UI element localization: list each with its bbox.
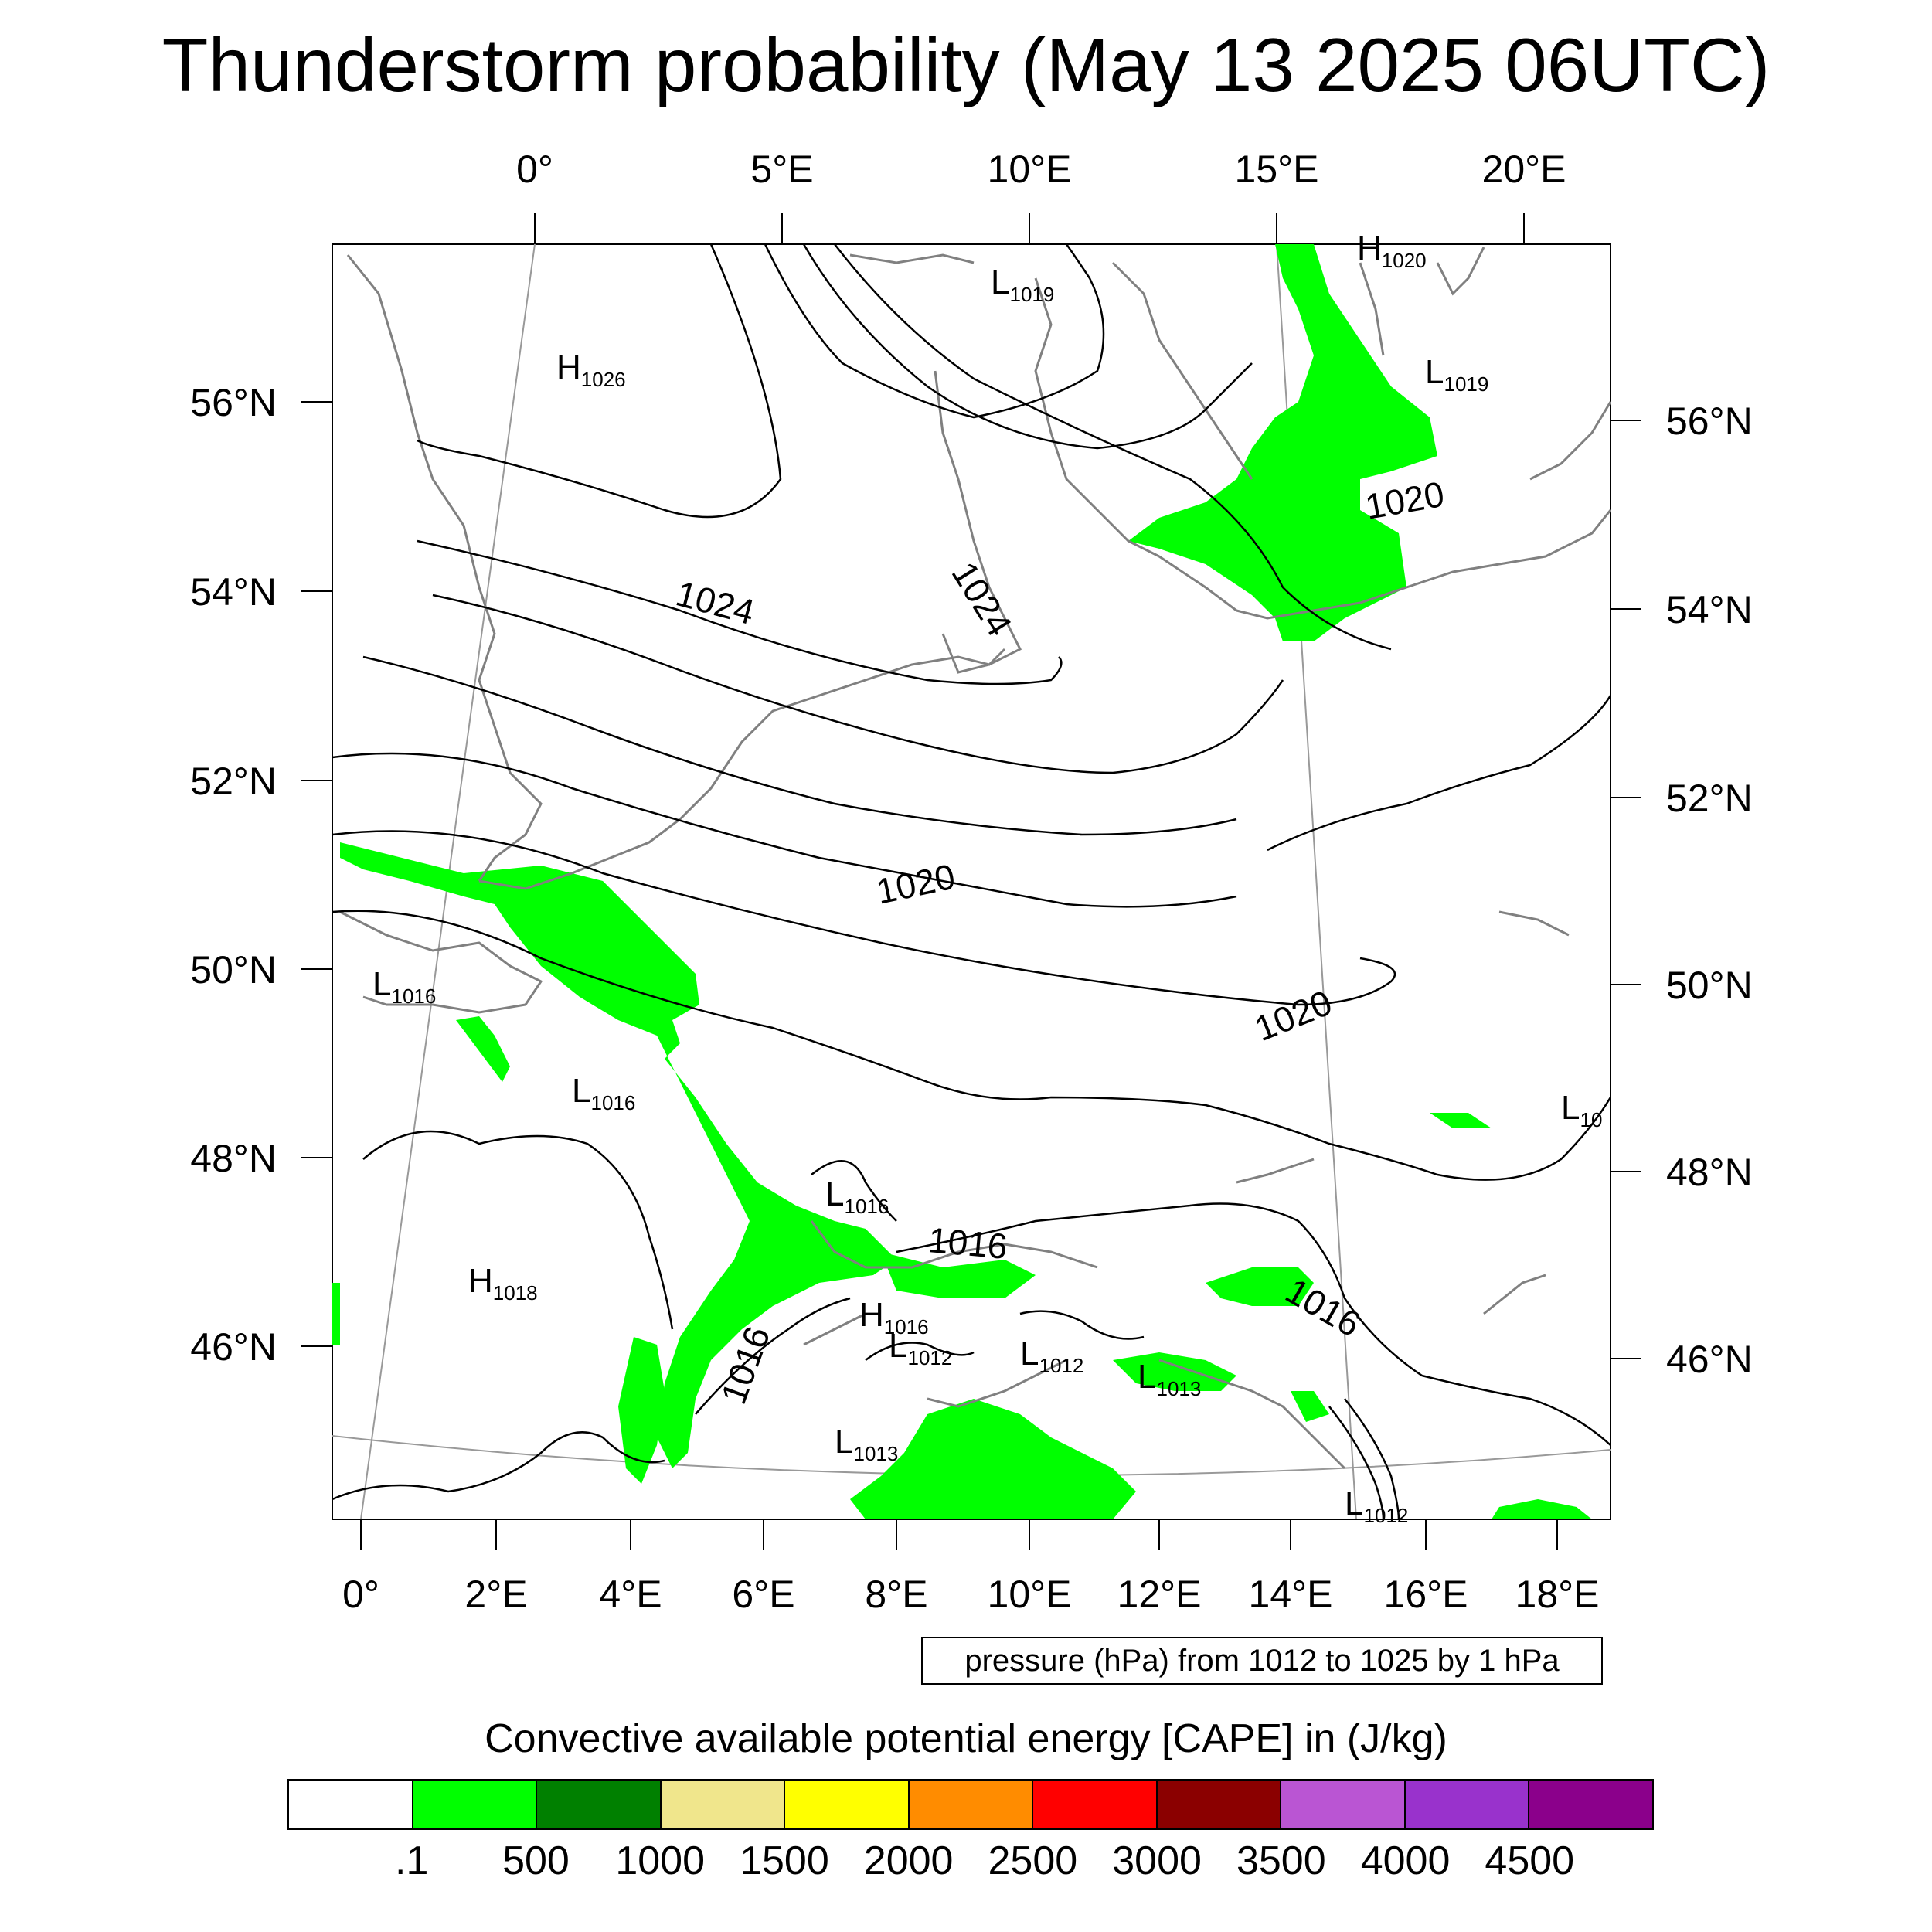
- low-marker: L1016: [372, 965, 436, 1008]
- cape-area-baltic: [1128, 244, 1437, 641]
- left-lat-label: 46°N: [190, 1325, 277, 1369]
- bottom-lon-label: 10°E: [988, 1573, 1072, 1616]
- colorbar-label: 4000: [1360, 1838, 1451, 1883]
- colorbar-swatch: [1157, 1781, 1282, 1828]
- low-marker: L1012: [1345, 1485, 1408, 1527]
- colorbar-swatch: [537, 1781, 662, 1828]
- colorbar-label: 4500: [1485, 1838, 1575, 1883]
- bottom-lon-label: 8°E: [865, 1573, 927, 1616]
- right-lat-label: 48°N: [1666, 1151, 1753, 1194]
- map-title: Thunderstorm probability (May 13 2025 06…: [162, 22, 1770, 107]
- top-axis: [534, 213, 1525, 244]
- coastlines: [339, 247, 1611, 1470]
- pressure-info-box: pressure (hPa) from 1012 to 1025 by 1 hP…: [921, 1637, 1603, 1685]
- top-lon-label: 15°E: [1235, 148, 1319, 191]
- bottom-lon-label: 4°E: [599, 1573, 662, 1616]
- cape-area-west: [340, 842, 896, 1468]
- pressure-systems: L1019 H1020 L1019 H1026 L1016 L1016 L10 …: [372, 230, 1602, 1527]
- low-marker: L1019: [991, 264, 1054, 306]
- cape-area-east: [1430, 1113, 1492, 1128]
- low-marker: L1013: [835, 1423, 898, 1465]
- top-lon-label: 5°E: [750, 148, 813, 191]
- left-lat-label: 56°N: [190, 381, 277, 424]
- cape-area-croatia: [1291, 1391, 1329, 1422]
- colorbar-label: 2500: [988, 1838, 1078, 1883]
- colorbar-swatch: [1281, 1781, 1406, 1828]
- colorbar: [287, 1779, 1654, 1830]
- bottom-axis: [360, 1519, 1558, 1550]
- low-marker: L1016: [825, 1175, 889, 1218]
- colorbar-title: Convective available potential energy [C…: [485, 1716, 1447, 1761]
- cape-area-southeast: [1492, 1499, 1592, 1519]
- colorbar-label: 3000: [1112, 1838, 1202, 1883]
- colorbar-label: 2000: [863, 1838, 954, 1883]
- colorbar-swatch: [909, 1781, 1034, 1828]
- bottom-lon-label: 12°E: [1117, 1573, 1202, 1616]
- right-lat-label: 52°N: [1666, 777, 1753, 820]
- right-axis: [1611, 420, 1641, 1359]
- bottom-lon-label: 14°E: [1249, 1573, 1333, 1616]
- cape-shading: [332, 244, 1592, 1519]
- right-lat-label: 54°N: [1666, 588, 1753, 631]
- cape-area-east-alps: [1206, 1267, 1314, 1306]
- right-lat-label: 50°N: [1666, 964, 1753, 1007]
- top-lon-label: 10°E: [988, 148, 1072, 191]
- cape-area-adriatic: [1113, 1352, 1236, 1391]
- colorbar-swatch: [661, 1781, 786, 1828]
- top-lon-label: 20°E: [1482, 148, 1566, 191]
- colorbar-swatch: [289, 1781, 413, 1828]
- colorbar-label: 3500: [1236, 1838, 1326, 1883]
- contour-label: 1016: [927, 1219, 1009, 1267]
- low-marker: L1019: [1425, 353, 1488, 396]
- left-lat-label: 54°N: [190, 570, 277, 614]
- bottom-lon-label: 16°E: [1384, 1573, 1468, 1616]
- low-marker: L10: [1561, 1089, 1602, 1131]
- bottom-lon-label: 6°E: [732, 1573, 794, 1616]
- colorbar-label: 1000: [615, 1838, 706, 1883]
- bottom-lon-label: 2°E: [464, 1573, 527, 1616]
- left-lat-label: 48°N: [190, 1137, 277, 1180]
- high-marker: H1018: [468, 1262, 538, 1304]
- high-marker: H1020: [1357, 230, 1427, 272]
- left-lat-label: 52°N: [190, 760, 277, 803]
- left-axis: [301, 401, 332, 1347]
- cape-area-left-blob: [456, 1016, 510, 1082]
- colorbar-swatch: [413, 1781, 538, 1828]
- colorbar-label: 1500: [740, 1838, 829, 1883]
- colorbar-swatch: [785, 1781, 910, 1828]
- cape-area-alps: [881, 1252, 1036, 1298]
- colorbar-label: 500: [502, 1838, 570, 1883]
- right-lat-label: 56°N: [1666, 400, 1753, 443]
- top-lon-label: 0°: [516, 148, 553, 191]
- low-marker: L1016: [572, 1072, 635, 1114]
- colorbar-swatch: [1405, 1781, 1530, 1828]
- low-marker: L1012: [889, 1327, 952, 1369]
- cape-area-italy: [850, 1399, 1136, 1519]
- colorbar-swatch: [1529, 1781, 1653, 1828]
- bottom-lon-label: 18°E: [1515, 1573, 1600, 1616]
- high-marker: H1026: [556, 349, 626, 391]
- left-lat-label: 50°N: [190, 948, 277, 992]
- high-marker: H1016: [859, 1296, 929, 1338]
- bottom-lon-label: 0°: [342, 1573, 379, 1616]
- colorbar-label: .1: [395, 1838, 429, 1883]
- cape-area-edge-left: [332, 1283, 340, 1345]
- cape-area-southwest: [618, 1337, 665, 1484]
- right-lat-label: 46°N: [1666, 1338, 1753, 1381]
- low-marker: L1012: [1020, 1335, 1083, 1377]
- isobars: [332, 244, 1611, 1519]
- colorbar-labels: .1 500 1000 1500 2000 2500 3000 3500 4000 4500: [0, 1838, 1932, 1892]
- colorbar-swatch: [1033, 1781, 1158, 1828]
- low-marker: L1013: [1138, 1358, 1201, 1400]
